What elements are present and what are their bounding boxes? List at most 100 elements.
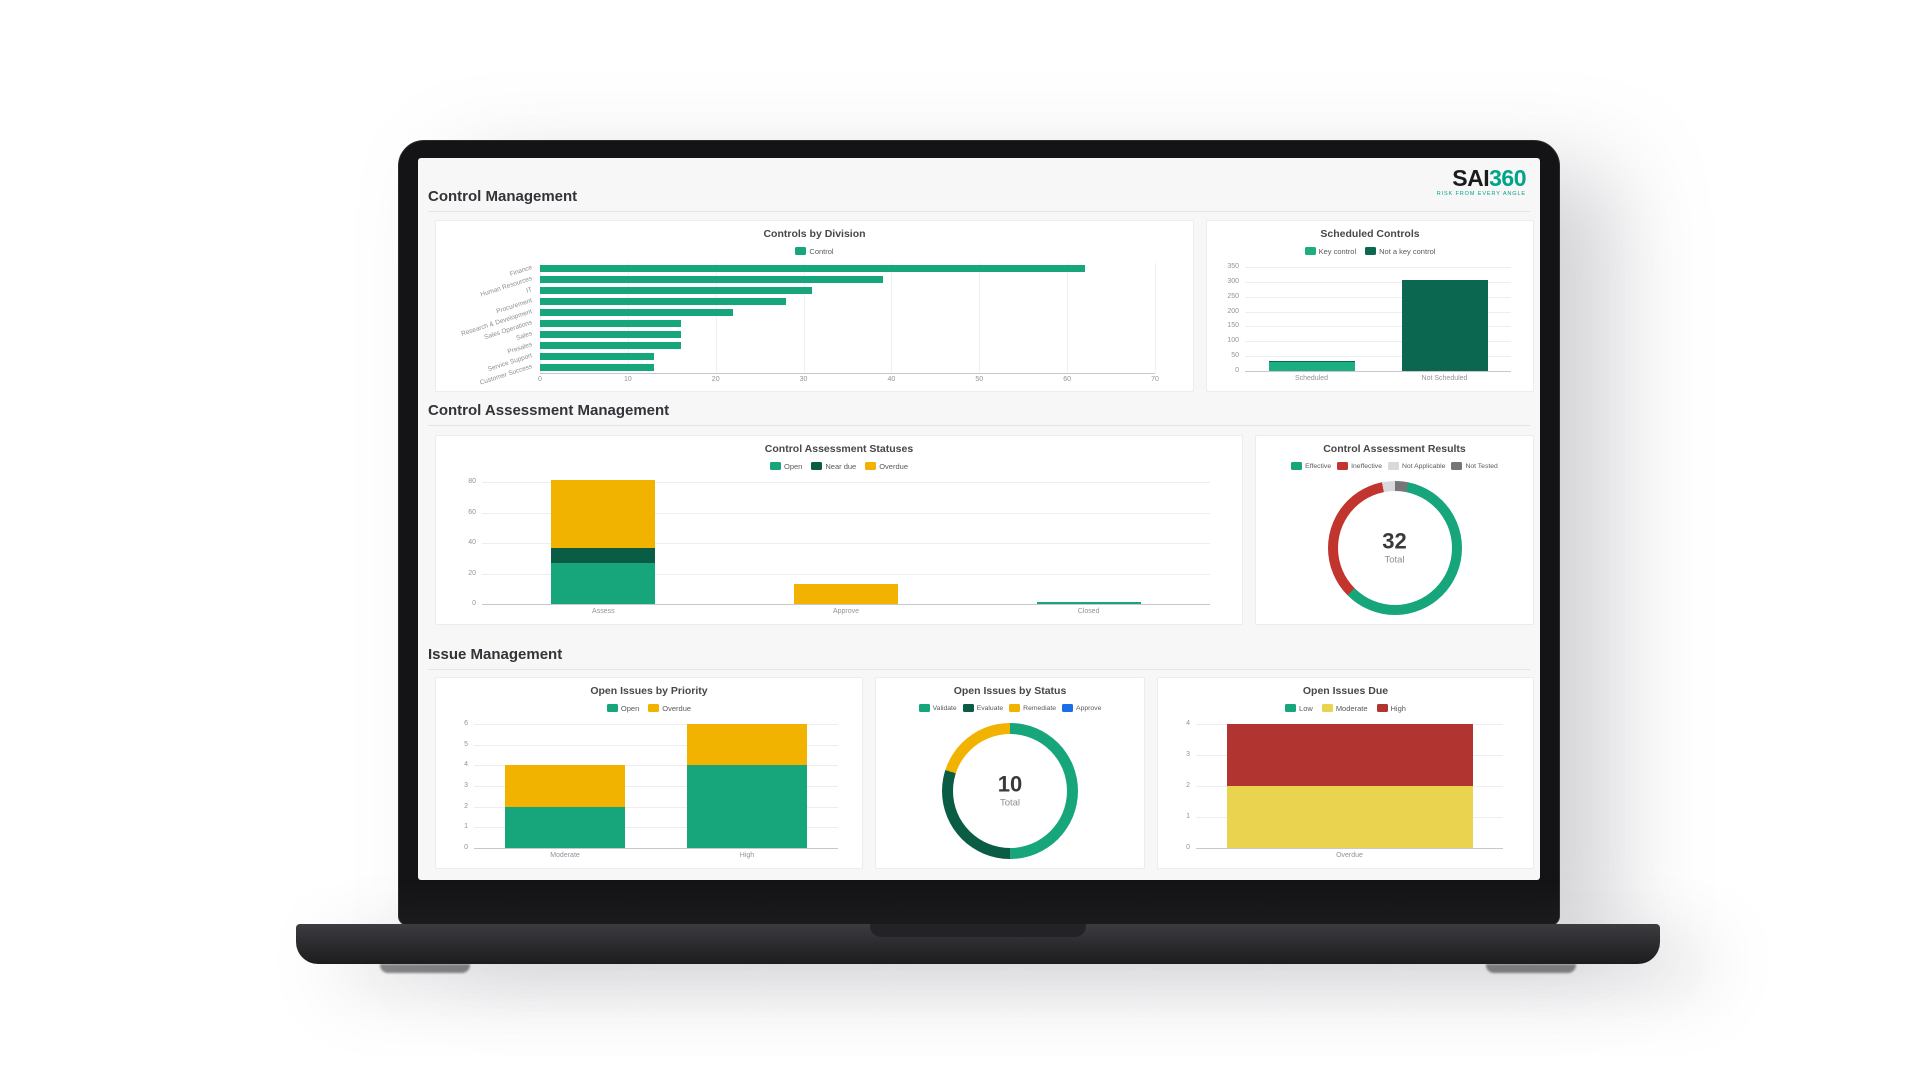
legend-item-ineffective[interactable]: Ineffective: [1337, 462, 1382, 470]
legend-label: Overdue: [662, 703, 692, 713]
chart-legend: Low Moderate High: [1158, 700, 1533, 716]
section-heading-control-management: Control Management: [428, 188, 1530, 212]
gridline: [540, 263, 541, 373]
legend-item-overdue[interactable]: Overdue: [865, 462, 908, 471]
bar-sales-operations[interactable]: [540, 320, 681, 327]
axis-tick-label: 5: [464, 740, 468, 748]
bar-segment-moderate[interactable]: [1226, 786, 1473, 848]
bar-procurement[interactable]: [540, 298, 786, 305]
legend-swatch: [865, 462, 877, 470]
legend-item-validate[interactable]: Validate: [918, 704, 957, 712]
bar-sales[interactable]: [540, 331, 681, 338]
donut-hole: [953, 734, 1067, 848]
legend-item-approve[interactable]: Approve: [1062, 704, 1101, 712]
legend-swatch: [1365, 247, 1377, 255]
bar-human-resources[interactable]: [540, 276, 883, 283]
bar-customer-success[interactable]: [540, 364, 655, 371]
legend-swatch: [1387, 462, 1399, 470]
axis-tick-label: 60: [1063, 376, 1072, 383]
legend-item-open[interactable]: Open: [606, 704, 639, 713]
legend-item-not-a-key-control[interactable]: Not a key control: [1365, 247, 1435, 256]
legend-label: Ineffective: [1351, 462, 1382, 470]
bar-it[interactable]: [540, 287, 813, 294]
legend-item-evaluate[interactable]: Evaluate: [962, 704, 1003, 712]
donut-total-value: 32: [1382, 528, 1407, 554]
gridline: [474, 786, 838, 787]
gridline: [1067, 263, 1069, 373]
legend-item-remediate[interactable]: Remediate: [1009, 704, 1056, 712]
bar-segment-near-due[interactable]: [551, 547, 656, 563]
axis-tick-label: 1: [464, 823, 468, 831]
panel-scheduled-controls: Scheduled Controls Key control Not a key …: [1206, 220, 1534, 392]
gridline: [482, 482, 1210, 483]
chart-legend: Open Overdue: [436, 700, 862, 716]
bar-presales[interactable]: [540, 342, 681, 349]
bar-segment-open[interactable]: [505, 806, 625, 848]
axis-tick-label: 40: [468, 539, 476, 546]
dashboard-screen: SAI360 RISK FROM EVERY ANGLE Control Man…: [418, 158, 1540, 880]
gridline: [1245, 341, 1511, 343]
gridline: [1245, 281, 1511, 283]
chart-title: Open Issues by Priority: [590, 685, 708, 697]
legend-item-near-due[interactable]: Near due: [811, 462, 856, 471]
axis-tick-label: 80: [468, 478, 476, 485]
legend-label: Low: [1299, 703, 1313, 713]
legend-item-high[interactable]: High: [1376, 704, 1406, 713]
bar-service-support[interactable]: [540, 353, 655, 360]
bar-segment-overdue[interactable]: [687, 724, 807, 766]
chart-title: Open Issues by Status: [953, 685, 1067, 697]
category-label: Closed: [1077, 608, 1100, 615]
open-issues-by-status-donut: 10 Total: [880, 718, 1140, 864]
donut-total-label: Total: [999, 797, 1021, 809]
bar-segment-overdue[interactable]: [794, 584, 898, 604]
bar-finance[interactable]: [540, 265, 1085, 272]
legend-item-overdue[interactable]: Overdue: [648, 704, 691, 713]
legend-swatch: [811, 462, 823, 470]
legend-item-effective[interactable]: Effective: [1291, 462, 1331, 470]
bar-segment-open[interactable]: [687, 765, 807, 848]
bar-segment-not-a-key-control[interactable]: [1401, 280, 1488, 371]
axis-tick-label: 10: [623, 376, 632, 383]
legend-label: Validate: [932, 704, 957, 712]
legend-item-key-control[interactable]: Key control: [1304, 246, 1357, 256]
gridline: [482, 573, 1210, 575]
section-heading-issue-management: Issue Management: [428, 646, 1530, 670]
legend-item-low[interactable]: Low: [1285, 704, 1313, 713]
gridline: [627, 263, 629, 373]
bar-research-development[interactable]: [540, 309, 734, 316]
bar-segment-not-a-key-control[interactable]: [1268, 360, 1355, 363]
axis-baseline: [1196, 848, 1503, 849]
legend-label: Key control: [1318, 246, 1357, 256]
bar-segment-key-control[interactable]: [1268, 362, 1355, 371]
bar-segment-overdue[interactable]: [505, 765, 625, 807]
legend-swatch: [770, 462, 781, 470]
bar-segment-high[interactable]: [1226, 724, 1473, 786]
legend-item-not-tested[interactable]: Not Tested: [1451, 462, 1498, 470]
donut-hole: [1337, 491, 1452, 605]
chart-title: Control Assessment Results: [1323, 443, 1466, 455]
gridline: [474, 744, 838, 746]
legend-label: Open: [784, 461, 803, 471]
axis-baseline: [1245, 371, 1511, 372]
axis-tick-label: 0: [472, 600, 476, 607]
logo-text-360: 360: [1489, 165, 1526, 191]
axis-tick-label: 2: [464, 802, 468, 810]
category-label: Overdue: [1336, 852, 1363, 859]
donut-total-value: 10: [997, 771, 1023, 797]
bar-segment-open[interactable]: [551, 562, 656, 604]
legend-item-moderate[interactable]: Moderate: [1321, 703, 1368, 713]
bar-segment-open[interactable]: [1036, 602, 1141, 604]
chart-legend: Effective Ineffective Not Applicable Not Te…: [1256, 458, 1533, 474]
legend-label: Moderate: [1335, 703, 1368, 713]
legend-swatch: [1291, 462, 1303, 470]
legend-item-not-applicable[interactable]: Not Applicable: [1387, 462, 1445, 470]
legend-label: Effective: [1305, 462, 1332, 470]
gridline: [482, 543, 1210, 544]
axis-tick-label: 0: [538, 376, 542, 383]
category-label: Approve: [832, 608, 860, 615]
legend-item-control[interactable]: Control: [795, 247, 834, 256]
category-label: Scheduled: [1294, 375, 1329, 382]
bar-segment-overdue[interactable]: [551, 480, 656, 548]
chart-legend: Open Near due Overdue: [436, 458, 1242, 474]
legend-item-open[interactable]: Open: [770, 462, 802, 471]
